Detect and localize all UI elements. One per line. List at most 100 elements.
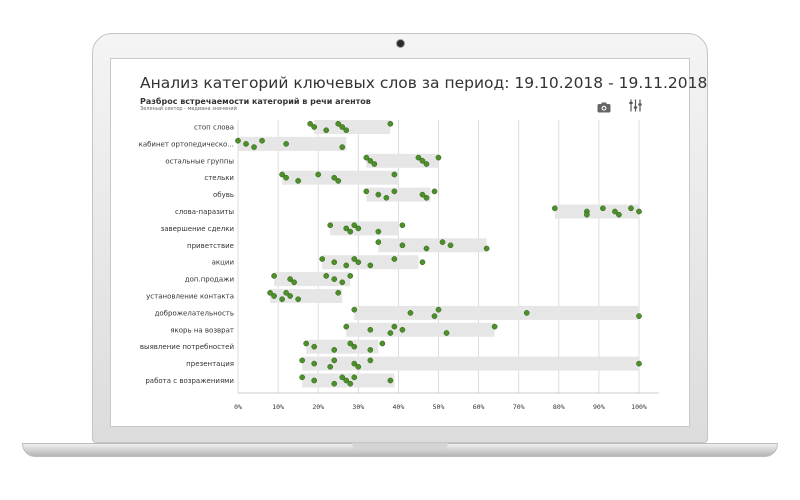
data-point [375,228,382,235]
median-band [346,322,495,337]
data-point [343,323,350,330]
data-point [443,330,450,336]
category-label: стоп слова [194,124,234,132]
data-point [327,222,334,229]
data-point [267,289,273,296]
data-point [259,137,265,144]
data-point [367,262,374,269]
data-point [375,239,382,245]
median-band [238,136,347,151]
median-band [314,120,391,134]
data-point [399,326,406,333]
median-band [354,305,639,320]
data-point [343,127,350,134]
median-band [282,170,399,185]
category-label: слова-паразиты [175,208,234,216]
data-point [279,171,285,178]
data-point [612,208,618,215]
data-point [523,310,530,316]
data-point [584,211,590,218]
data-point [399,242,406,249]
median-band [378,238,487,253]
data-point [347,273,354,279]
data-point [391,188,398,195]
x-tick-label: 80% [553,403,565,411]
data-point [375,191,382,198]
data-point [299,374,306,381]
data-point [319,256,326,262]
data-point [347,340,354,347]
category-label: приветствие [187,242,234,250]
data-point [311,343,318,350]
median-band [554,204,639,219]
data-point [367,157,374,164]
median-band [306,339,379,354]
sliders-icon[interactable] [629,97,642,112]
data-point [243,141,249,147]
data-point [391,171,398,178]
data-point [327,363,334,370]
chart-subtitle: Зеленый сектор - медиана значений [140,106,237,112]
data-point [399,222,406,229]
x-tick-label: 60% [473,403,485,411]
data-point [383,194,390,201]
data-point [339,124,346,130]
category-label: остальные группы [165,157,234,165]
data-point [387,377,394,384]
data-point [287,293,293,299]
x-tick-label: 20% [312,403,324,411]
data-point [323,127,330,134]
x-tick-label: 0% [234,403,242,411]
data-point [331,259,338,266]
median-band [330,221,399,236]
data-point [423,245,430,252]
data-point [287,276,293,282]
data-point [331,276,338,282]
data-point [295,296,301,303]
data-point [347,228,354,235]
x-tick-label: 70% [513,403,525,411]
data-point [283,289,289,296]
data-point [363,154,370,161]
data-point [311,124,318,130]
data-point [343,225,350,232]
data-point [335,178,342,184]
data-point [407,310,414,316]
camera-icon[interactable] [597,98,611,113]
data-point [351,256,358,262]
data-point [347,380,354,387]
data-point [315,171,322,178]
data-point [419,191,426,198]
data-point [343,377,350,384]
data-point [391,256,398,262]
data-point [335,289,342,296]
category-label: установление контакта [146,293,234,301]
data-point [299,357,306,364]
data-point [283,174,289,181]
data-point [283,141,289,147]
x-tick-label: 90% [593,403,605,411]
x-tick-label: 100% [631,403,647,411]
data-point [251,144,257,150]
data-point [355,363,362,370]
data-point [351,360,358,367]
data-point [331,347,338,353]
data-point [431,313,438,319]
data-point [311,377,318,384]
data-point [331,357,338,364]
data-point [331,380,338,387]
data-point [435,154,442,161]
data-point [439,239,446,245]
data-point [391,323,398,330]
data-point [447,242,454,249]
data-point [435,306,442,313]
data-point [483,245,490,252]
data-point [351,374,358,381]
data-point [311,360,318,367]
data-point [636,208,642,215]
category-label: завершение сделки [160,225,234,233]
data-point [335,120,342,127]
data-point [419,259,426,266]
page-title: Анализ категорий ключевых слов за период… [140,74,708,92]
